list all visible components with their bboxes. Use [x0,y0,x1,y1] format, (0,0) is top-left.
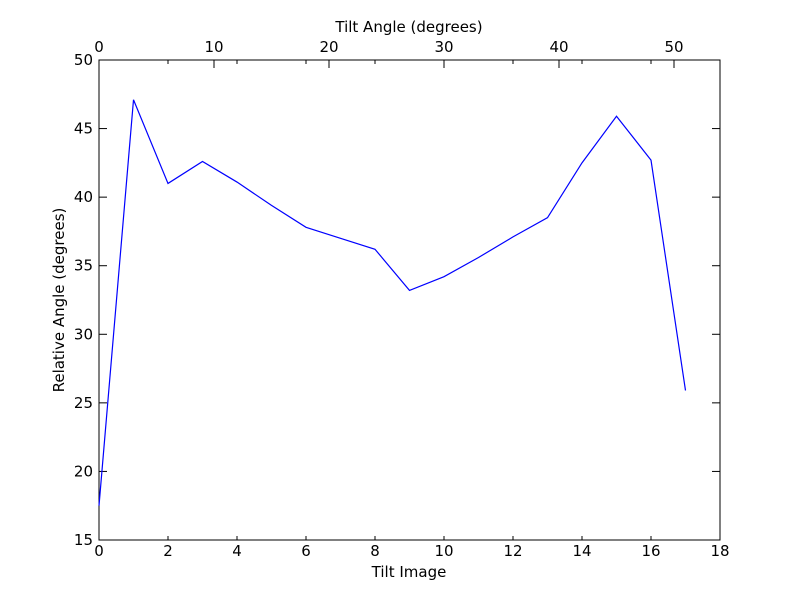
x-tick-label: 0 [94,542,104,560]
x-tick-label: 10 [434,542,453,560]
x-tick-label: 14 [572,542,591,560]
x-tick-label: 12 [503,542,522,560]
plot-frame [98,59,721,541]
y-tick-label: 50 [74,51,93,69]
x-tick-label: 18 [710,542,729,560]
x2-tick-label: 30 [434,38,453,56]
x-tick-label: 2 [163,542,173,560]
x2-tick-label: 10 [204,38,223,56]
x2-tick-label: 50 [664,38,683,56]
y-tick-label: 35 [74,257,93,275]
y-axis-title: Relative Angle (degrees) [50,208,68,393]
x-tick-label: 4 [232,542,242,560]
axis-ticks [98,59,721,541]
y-tick-label: 20 [74,462,93,480]
x2-tick-label: 20 [319,38,338,56]
tick-labels: 0 2 4 6 8 10 12 14 16 18 0 10 20 30 40 50 15 20 25 30 35 40 45… [74,38,730,560]
x-tick-label: 6 [301,542,311,560]
series-layer [98,99,687,506]
x2-tick-label: 40 [549,38,568,56]
y-tick-label: 45 [74,120,93,138]
x2-tick-label: 0 [94,38,104,56]
x-tick-label: 16 [641,542,660,560]
y-tick-label: 30 [74,325,93,343]
y-tick-label: 40 [74,188,93,206]
y-tick-label: 25 [74,394,93,412]
series-line [98,99,687,506]
top-axis-title: Tilt Angle (degrees) [334,18,482,36]
y-tick-label: 15 [74,531,93,549]
x-axis-title: Tilt Image [371,563,447,581]
x-tick-label: 8 [370,542,380,560]
